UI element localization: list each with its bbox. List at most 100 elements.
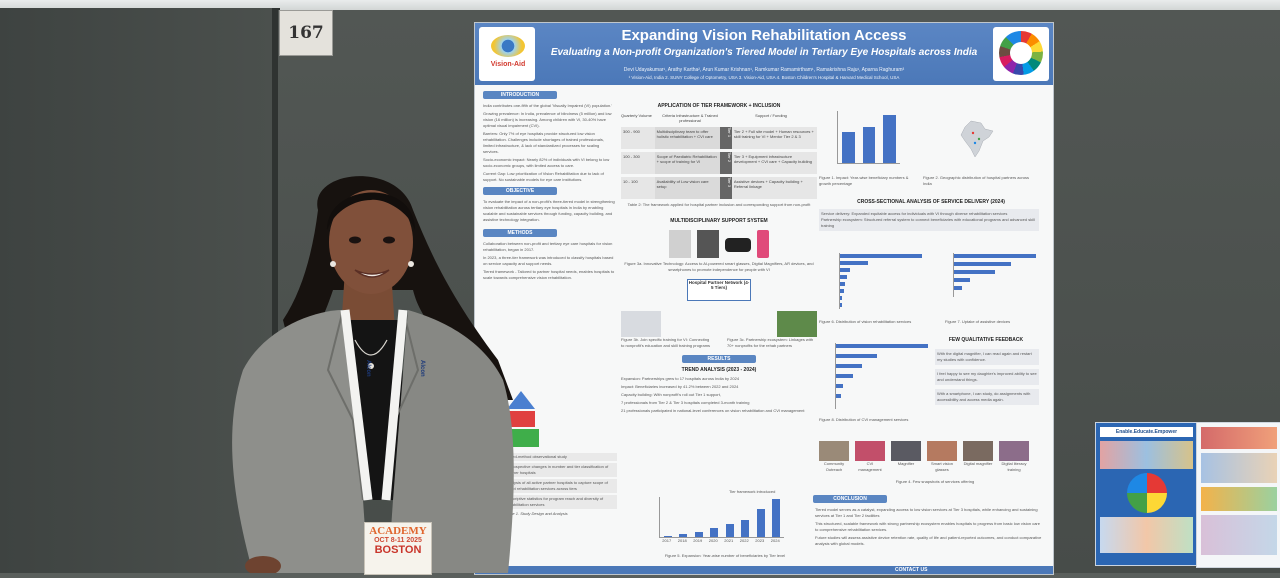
service-bar [840,289,845,293]
impact-chart [837,111,900,164]
snapshot-label: Magnifier [897,461,915,466]
trend-tick-label: 2017 [662,538,672,543]
service-snapshots: Community Outreach CVI management Magnif… [819,441,1043,473]
partnership-map-figure [777,311,817,337]
cvi-bar [836,394,841,398]
left-column: INTRODUCTION India contributes one-fifth… [483,91,615,283]
service-distribution-chart [839,253,924,309]
trend-chart: Tier framework introduced 2017 2018 2019 20… [649,489,789,545]
objective-body: To evaluate the impact of a non-profit's… [483,199,615,222]
trend-bar [663,535,672,537]
intro-line: Growing prevalence: In India, prevalence… [483,111,612,128]
flyer-right [1196,422,1280,568]
flyer-title: Enable.Educate.Empower [1100,427,1193,437]
flyer-wheel-icon [1126,473,1167,513]
impact-bar [862,127,876,163]
intro-line: India contributes one-fifth of the globa… [483,103,613,108]
tier-pyramid-top [507,391,535,409]
table-caption: Table 1. Study Design and Analysis [505,511,568,516]
poster-footer: CONTACT US [475,566,1053,574]
flyer-photo [1201,453,1277,483]
tier-pyramid-middle [505,411,535,427]
methods-line: Collaboration between non-profit and ter… [483,241,613,252]
trend-tick-label: 2020 [708,538,718,543]
trend-plot-area [659,497,784,538]
snapshot: Community Outreach [819,441,849,473]
qualitative-heading: FEW QUALITATIVE FEEDBACK [948,337,1024,343]
flyer-photo [1201,515,1277,555]
snapshot-photo [855,441,885,461]
left-poster-board [0,8,272,573]
methods-line: In 2023, a three-tier framework was intr… [483,255,614,266]
poster-title: Expanding Vision Rehabilitation Access [621,27,907,44]
ar-headset-icon [725,238,751,252]
snapshot-photo [819,441,849,461]
cvi-bar [836,344,928,348]
india-map [953,119,1001,159]
application-heading: APPLICATION OF TIER FRAMEWORK + INCLUSIO… [657,103,781,109]
device-bar [954,254,1036,258]
table-row: Mixed-method observational study [505,453,617,461]
trend-tick-label: 2022 [739,538,749,543]
service-bar [840,275,847,279]
badge-event: ACADEMY [369,525,427,537]
tier-label: Tier 1 [720,127,732,149]
snapshot-photo [999,441,1029,461]
results-line: 7 professionals from Tier 2 & Tier 3 hos… [621,400,750,405]
poster-affiliations: ¹ Vision-Aid, India 2. SUNY College of O… [628,75,900,80]
flyer-photo [1201,487,1277,511]
objective-heading: OBJECTIVE [483,187,557,195]
badge-dates: OCT 8-11 2025 [374,537,422,544]
device-uptake-caption: Figure 7. Uptake of assistive devices [945,319,1011,324]
results-body: Expansion: Partnerships grew to 17 hospi… [621,376,817,414]
service-bar [840,261,868,265]
tier-criteria: Availability of Low vision care setup [654,177,720,199]
intro-line: Socio-economic impact: Nearly 82% of ind… [483,157,610,168]
service-summary-box: Service delivery: Expanded equitable acc… [819,209,1039,231]
sdg-wheel-logo [993,27,1049,81]
service-bar [840,268,850,272]
multidisciplinary-heading: MULTIDISCIPLINARY SUPPORT SYSTEM [670,218,768,224]
tier-volume: 300 - 900 [623,129,640,134]
map-caption: Figure 2. Geographic distribution of hos… [923,175,1030,186]
trend-tick-label: 2021 [724,538,734,543]
trend-bar [756,509,765,537]
tier-header-cell: Support / Funding [755,113,787,118]
service-bar [840,282,845,286]
snapshot: CVI management [855,441,885,473]
methods-line: Tiered framework - Tailored to partner h… [483,269,615,280]
quotes-panel: With the digital magnifier, I can read a… [935,349,1039,405]
impact-chart-caption: Figure 1. Impact: Year-wise beneficiary … [819,175,909,186]
cvi-services-chart [835,343,932,409]
logo-text: Vision-Aid [490,61,526,68]
tier-label: Tier 2 [720,152,732,174]
support-figures [621,311,817,337]
snapshot: Digital literacy training [999,441,1029,473]
snapshot-label: Smart vision glasses [930,461,953,472]
contact-label: CONTACT US [895,567,928,573]
conclusion-line: Future studies will assess assistive dev… [815,535,1042,546]
flyer-left: Enable.Educate.Empower [1095,422,1198,566]
snapshot-label: Digital magnifier [963,461,993,466]
poster-header: Vision-Aid Expanding Vision Rehabilitati… [475,23,1053,85]
introduction-body: India contributes one-fifth of the globa… [483,103,615,183]
training-caption: Figure 3b. Join specific training for VI… [621,337,711,348]
research-poster: Vision-Aid Expanding Vision Rehabilitati… [474,22,1054,575]
device-bar [954,262,1012,266]
results-line: Expansion: Partnerships grew to 17 hospi… [621,376,740,381]
poster-subtitle: Evaluating a Non-profit Organization's T… [550,47,978,58]
support-caption: Figure 3a. Innovative Technology: Access… [624,261,814,272]
conclusion-line: This structured, scalable framework with… [815,521,1040,532]
device-bar [954,286,963,290]
flyer-photo-grid [1100,517,1193,553]
vision-aid-logo: Vision-Aid [479,27,535,81]
methods-body: Collaboration between non-profit and ter… [483,241,615,281]
cvi-bar [836,384,844,388]
quote: With the digital magnifier, I can read a… [935,349,1039,365]
cvi-bar [836,374,853,378]
smartphone-icon [757,230,769,258]
trend-bar [679,533,688,537]
smart-glasses-icon [669,230,691,258]
conference-badge: ACADEMY OCT 8-11 2025 BOSTON [364,522,432,575]
trend-bar [710,528,719,537]
